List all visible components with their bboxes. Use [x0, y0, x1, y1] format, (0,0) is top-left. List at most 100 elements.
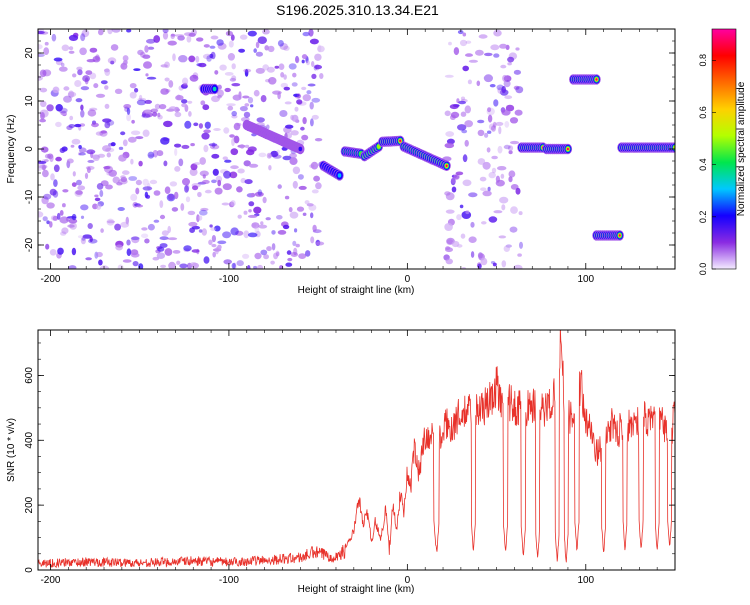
spectrogram-noise-blob: [46, 220, 50, 225]
spectrogram-noise-blob: [108, 169, 117, 177]
spectrogram-noise-blob: [184, 120, 192, 129]
colorbar-label: Normalized spectral amplitude: [736, 81, 747, 216]
spectrogram-noise-blob: [228, 40, 234, 48]
spectrogram-noise-blob: [82, 75, 90, 82]
spectrogram-noise-blob: [174, 166, 181, 172]
spectrogram-noise-blob: [126, 248, 132, 256]
spectrogram-noise-blob: [62, 189, 69, 193]
spectrogram-noise-blob: [222, 183, 232, 191]
spectrogram-noise-blob: [107, 29, 113, 35]
spectrogram-noise-blob: [243, 111, 251, 118]
spectrogram-y-axis-label: Frequency (Hz): [6, 115, 17, 184]
spectrogram-noise-blob: [508, 170, 516, 178]
spectrogram-noise-blob: [63, 95, 72, 103]
spectrogram-noise-blob: [198, 62, 207, 68]
spectrogram-noise-blob: [277, 40, 284, 47]
spectrogram-noise-blob: [118, 154, 127, 162]
spectrogram-noise-blob: [251, 222, 260, 229]
spectrogram-noise-blob: [491, 125, 496, 132]
spectrogram-noise-blob: [217, 95, 222, 99]
spectrogram-noise-blob: [135, 187, 140, 195]
spectrogram-noise-blob: [160, 64, 168, 68]
spectrogram-feature-blob: [338, 174, 341, 177]
spectrogram-noise-blob: [250, 104, 254, 108]
spectrogram-noise-blob: [476, 80, 481, 87]
spectrogram-noise-blob: [147, 223, 155, 231]
spectrogram-noise-blob: [160, 137, 170, 145]
spectrogram-noise-blob: [230, 227, 239, 236]
spectrogram-noise-blob: [52, 215, 58, 221]
snr-y-tick-label: 400: [24, 431, 35, 448]
spectrogram-noise-blob: [293, 247, 298, 256]
spectrogram-noise-blob: [170, 33, 175, 40]
spectrogram-noise-blob: [214, 70, 219, 75]
spectrogram-noise-blob: [459, 204, 464, 209]
spectrogram-noise-blob: [123, 104, 132, 109]
snr-x-axis-label: Height of straight line (km): [298, 584, 415, 595]
spectrogram-noise-blob: [145, 73, 149, 77]
spectrogram-noise-blob: [70, 144, 75, 148]
spectrogram-noise-blob: [141, 233, 149, 239]
spectrogram-noise-blob: [226, 103, 236, 107]
spectrogram-noise-blob: [254, 252, 262, 260]
spectrogram-feature-blob: [213, 87, 216, 91]
spectrogram-noise-blob: [481, 221, 487, 225]
spectrogram-noise-blob: [153, 190, 161, 196]
spectrogram-noise-blob: [45, 243, 50, 250]
spectrogram-noise-blob: [317, 45, 325, 53]
spectrogram-noise-blob: [120, 131, 126, 136]
colorbar-tick-label: 0.2: [698, 211, 708, 224]
spectrogram-noise-blob: [243, 210, 248, 215]
spectrogram-noise-blob: [130, 252, 140, 258]
spectrogram-noise-blob: [58, 107, 68, 114]
spectrogram-noise-blob: [470, 221, 475, 228]
spectrogram-noise-blob: [267, 45, 275, 53]
spectrogram-noise-blob: [295, 56, 300, 64]
spectrogram-noise-blob: [498, 126, 502, 135]
spectrogram-noise-blob: [212, 168, 219, 176]
spectrogram-noise-blob: [85, 70, 93, 75]
spectrogram-noise-blob: [130, 236, 140, 241]
spectrogram-noise-blob: [450, 177, 457, 184]
spectrogram-noise-blob: [247, 232, 258, 238]
spectrogram-noise-blob: [265, 217, 271, 221]
spectrogram-noise-blob: [38, 44, 43, 50]
spectrogram-noise-blob: [255, 51, 263, 57]
spectrogram-noise-blob: [230, 148, 239, 156]
spectrogram-noise-blob: [135, 136, 144, 140]
spectrogram-noise-blob: [77, 69, 83, 76]
colorbar-tick-label: 0.8: [698, 54, 708, 67]
spectrogram-noise-blob: [89, 236, 93, 243]
spectrogram-noise-blob: [174, 143, 182, 148]
spectrogram-noise-blob: [209, 45, 216, 49]
spectrogram-noise-blob: [217, 179, 222, 187]
spectrogram-noise-blob: [164, 186, 171, 194]
spectrogram-noise-blob: [99, 189, 104, 198]
spectrogram-noise-blob: [501, 109, 511, 116]
spectrogram-noise-blob: [156, 150, 164, 157]
spectrogram-noise-blob: [266, 246, 272, 252]
spectrogram-noise-blob: [161, 230, 169, 237]
spectrogram-noise-blob: [271, 230, 276, 235]
spectrogram-noise-blob: [233, 135, 240, 144]
spectrogram-noise-blob: [224, 87, 231, 93]
spectrogram-noise-blob: [89, 107, 98, 111]
spectrogram-noise-blob: [465, 40, 472, 44]
spectrogram-noise-blob: [118, 146, 124, 150]
spectrogram-noise-blob: [215, 246, 219, 255]
spectrogram-noise-blob: [159, 236, 169, 241]
spectrogram-noise-blob: [172, 53, 176, 62]
spectrogram-noise-blob: [290, 130, 299, 136]
spectrogram-noise-blob: [216, 39, 224, 46]
spectrogram-noise-blob: [244, 69, 249, 77]
spectrogram-noise-blob: [217, 89, 224, 97]
spectrogram-noise-blob: [456, 214, 462, 221]
spectrogram-noise-blob: [517, 253, 522, 257]
colorbar-ticks: 0.0 0.2 0.4 0.6 0.8: [698, 54, 716, 275]
spectrogram-noise-blob: [163, 120, 173, 128]
spectrogram-noise-blob: [108, 142, 113, 147]
spectrogram-noise-blob: [60, 110, 67, 116]
spectrogram-noise-blob: [87, 223, 93, 229]
spectrogram-noise-blob: [500, 64, 507, 69]
spectrogram-noise-blob: [262, 196, 267, 204]
